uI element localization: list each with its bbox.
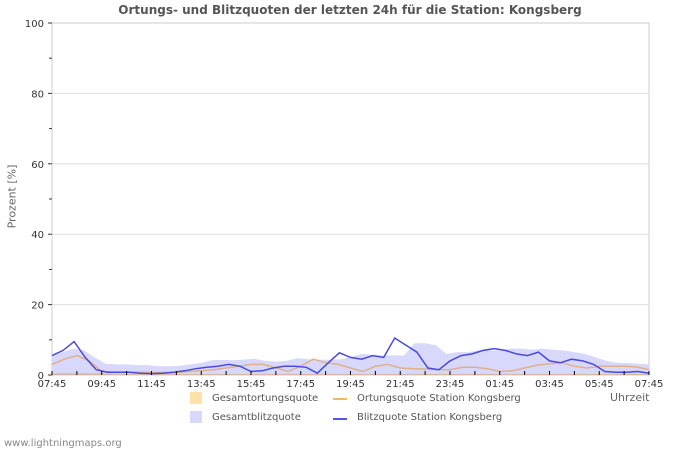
x-axis-unit: Uhrzeit (610, 391, 650, 404)
chart-title: Ortungs- und Blitzquoten der letzten 24h… (118, 3, 582, 17)
svg-text:19:45: 19:45 (336, 379, 365, 390)
svg-text:15:45: 15:45 (237, 379, 266, 390)
svg-text:03:45: 03:45 (535, 379, 564, 390)
svg-text:07:45: 07:45 (635, 379, 664, 390)
svg-text:100: 100 (25, 19, 44, 30)
svg-text:01:45: 01:45 (485, 379, 514, 390)
svg-text:05:45: 05:45 (585, 379, 614, 390)
svg-text:17:45: 17:45 (286, 379, 315, 390)
legend-line-ortung-station (333, 398, 347, 400)
svg-text:07:45: 07:45 (38, 379, 67, 390)
legend-swatch-gesamtortung (190, 392, 202, 404)
svg-text:11:45: 11:45 (137, 379, 166, 390)
svg-text:80: 80 (31, 89, 44, 100)
svg-text:21:45: 21:45 (386, 379, 415, 390)
legend-label-gesamtblitz: Gesamtblitzquote (212, 412, 301, 423)
footer-credit: www.lightningmaps.org (4, 438, 122, 449)
svg-text:09:45: 09:45 (87, 379, 116, 390)
svg-text:13:45: 13:45 (187, 379, 216, 390)
svg-text:40: 40 (31, 230, 44, 241)
legend-swatch-gesamtblitz (190, 411, 202, 423)
legend-label-gesamtortung: Gesamtortungsquote (212, 393, 319, 404)
svg-text:20: 20 (31, 301, 44, 312)
svg-text:23:45: 23:45 (436, 379, 465, 390)
svg-text:60: 60 (31, 160, 44, 171)
y-axis-label: Prozent [%] (5, 164, 19, 229)
legend-label-blitz-station: Blitzquote Station Kongsberg (357, 412, 503, 423)
legend-label-ortung-station: Ortungsquote Station Kongsberg (357, 393, 521, 404)
svg-text:0: 0 (38, 371, 44, 382)
legend-line-blitz-station (333, 418, 347, 420)
